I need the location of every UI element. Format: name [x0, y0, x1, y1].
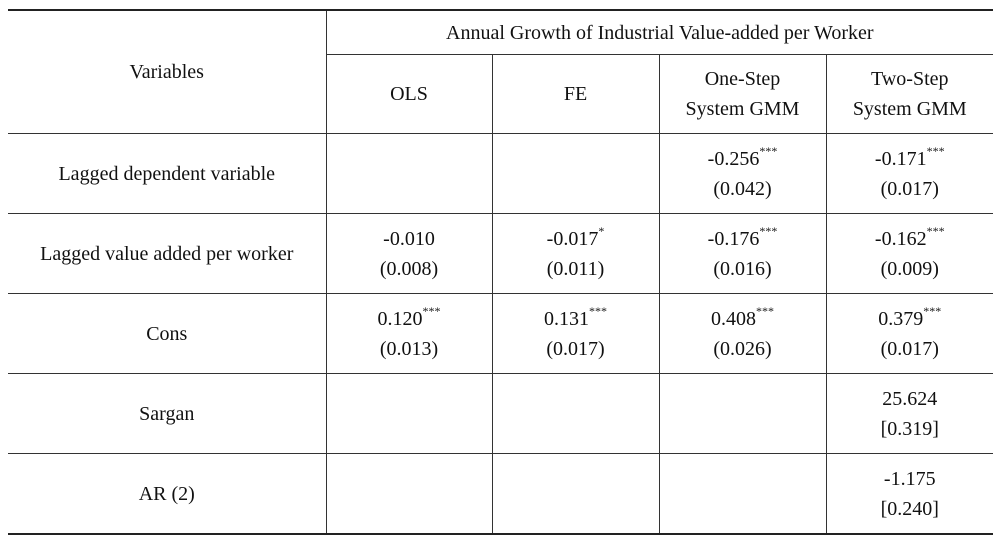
table-row: Lagged dependent variable -0.256*** (0.042… [8, 133, 994, 214]
table-cell [326, 373, 493, 454]
header-row-columns: OLS FE One-Step System GMM Two-Step Syst… [8, 54, 994, 134]
column-header-line2: System GMM [852, 98, 967, 120]
coefficient: -0.017 [546, 227, 599, 250]
standard-error: [0.240] [880, 497, 939, 520]
column-header-ols: OLS [326, 54, 493, 134]
table-cell: 0.379*** (0.017) [826, 293, 994, 374]
table-cell [659, 453, 827, 535]
row-label: Lagged value added per worker [8, 213, 327, 294]
standard-error: (0.017) [880, 177, 939, 200]
column-header-fe: FE [492, 54, 660, 134]
column-header-line2: System GMM [685, 98, 800, 120]
coefficient: -0.010 [383, 227, 435, 250]
table-cell [659, 373, 827, 454]
table-cell: 0.408*** (0.026) [659, 293, 827, 374]
column-header-line1: One-Step [704, 68, 781, 90]
significance-stars: *** [923, 303, 942, 318]
significance-stars: *** [759, 143, 778, 158]
significance-stars: *** [589, 303, 607, 318]
table-cell [492, 133, 660, 214]
table-body: Lagged dependent variable -0.256*** (0.042… [8, 133, 994, 535]
table-cell: -0.162*** (0.009) [826, 213, 994, 294]
column-header-line1: Two-Step [871, 68, 949, 90]
coefficient: -0.162 [874, 227, 927, 250]
column-header-line1: OLS [390, 83, 428, 105]
standard-error: (0.013) [379, 337, 439, 360]
coefficient-line: -0.010 [327, 224, 492, 254]
column-header-two-step-gmm: Two-Step System GMM [826, 54, 994, 134]
coefficient-line: 0.379*** [827, 304, 994, 334]
table-cell: 25.624 [0.319] [826, 373, 994, 454]
regression-table: Variables Annual Growth of Industrial Va… [8, 9, 994, 535]
coefficient-line: 0.131*** [493, 304, 659, 334]
coefficient: 0.408 [711, 307, 756, 330]
variables-header: Variables [8, 9, 327, 134]
coefficient: -0.256 [707, 147, 760, 170]
standard-error: (0.017) [880, 337, 939, 360]
coefficient: -1.175 [883, 467, 936, 490]
standard-error: (0.008) [379, 257, 439, 280]
table-cell: 0.120*** (0.013) [326, 293, 493, 374]
table-cell [492, 453, 660, 535]
row-label: AR (2) [8, 453, 327, 535]
table-row: Sargan 25.624 [0.319] [8, 373, 994, 454]
table-row: AR (2) -1.175 [0.240] [8, 453, 994, 535]
table-cell: -0.256*** (0.042) [659, 133, 827, 214]
significance-stars: *** [756, 303, 774, 318]
standard-error: (0.009) [880, 257, 939, 280]
coefficient-line: -0.017* [493, 224, 659, 254]
table-row: Lagged value added per worker -0.010 (0.00… [8, 213, 994, 294]
column-header-one-step-gmm: One-Step System GMM [659, 54, 827, 134]
coefficient-line: 0.408*** [660, 304, 826, 334]
table-cell: -0.176*** (0.016) [659, 213, 827, 294]
significance-stars: *** [926, 223, 945, 238]
coefficient: 0.131 [544, 307, 589, 330]
coefficient-line: -0.171*** [827, 144, 994, 174]
table-row: Cons 0.120*** (0.013) 0.131*** (0.017) 0.408*… [8, 293, 994, 374]
row-label: Sargan [8, 373, 327, 454]
coefficient-line: -0.256*** [660, 144, 826, 174]
standard-error: (0.017) [546, 337, 605, 360]
header-row-top: Variables Annual Growth of Industrial Va… [8, 9, 994, 134]
table-cell: -1.175 [0.240] [826, 453, 994, 535]
significance-stars: *** [422, 303, 441, 318]
row-label: Lagged dependent variable [8, 133, 327, 214]
table-cell: -0.017* (0.011) [492, 213, 660, 294]
coefficient: -0.171 [874, 147, 927, 170]
standard-error: [0.319] [880, 417, 939, 440]
coefficient: 25.624 [882, 387, 938, 410]
table-cell [492, 373, 660, 454]
table-cell [326, 453, 493, 535]
row-label: Cons [8, 293, 327, 374]
standard-error: (0.026) [713, 337, 772, 360]
standard-error: (0.042) [713, 177, 772, 200]
group-header: Annual Growth of Industrial Value-added … [326, 9, 994, 55]
table-cell: -0.171*** (0.017) [826, 133, 994, 214]
coefficient-line: -0.176*** [660, 224, 826, 254]
coefficient-line: -1.175 [827, 464, 994, 494]
coefficient-line: -0.162*** [827, 224, 994, 254]
significance-stars: * [598, 223, 605, 238]
coefficient-line: 25.624 [827, 384, 994, 414]
standard-error: (0.016) [713, 257, 772, 280]
coefficient: -0.176 [707, 227, 760, 250]
table-cell [326, 133, 493, 214]
standard-error: (0.011) [546, 257, 605, 280]
column-header-line1: FE [563, 83, 588, 105]
significance-stars: *** [759, 223, 778, 238]
significance-stars: *** [926, 143, 945, 158]
coefficient: 0.120 [377, 307, 423, 330]
table-cell: -0.010 (0.008) [326, 213, 493, 294]
coefficient: 0.379 [878, 307, 924, 330]
coefficient-line: 0.120*** [327, 304, 492, 334]
table-cell: 0.131*** (0.017) [492, 293, 660, 374]
